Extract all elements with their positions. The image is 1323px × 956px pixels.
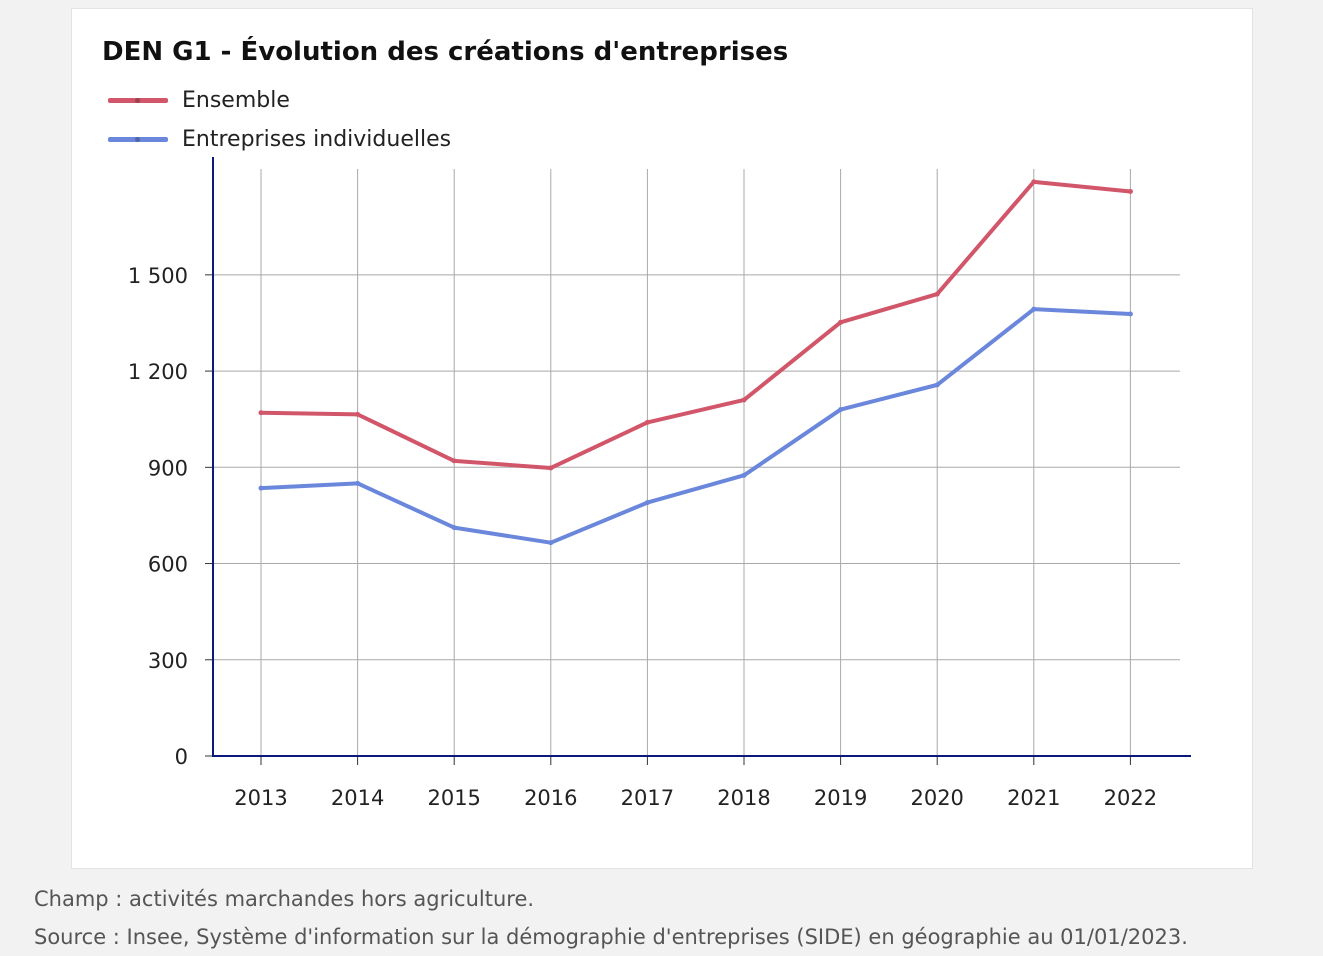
legend-item-ensemble[interactable]: Ensemble — [108, 81, 451, 120]
data-point-entreprises-individuelles-2022[interactable] — [1127, 311, 1133, 317]
x-tick-label-2016: 2016 — [524, 786, 577, 810]
x-tick-label-2018: 2018 — [717, 786, 770, 810]
chart-notes: Champ : activités marchandes hors agricu… — [34, 880, 1188, 956]
data-point-ensemble-2020[interactable] — [934, 291, 940, 297]
chart-title: DEN G1 - Évolution des créations d'entre… — [102, 37, 789, 67]
data-point-entreprises-individuelles-2018[interactable] — [741, 472, 747, 478]
data-point-ensemble-2017[interactable] — [644, 419, 650, 425]
data-point-ensemble-2013[interactable] — [258, 410, 264, 416]
x-tick-label-2013: 2013 — [234, 786, 287, 810]
y-tick-label-1500: 1 500 — [128, 264, 188, 288]
data-point-entreprises-individuelles-2017[interactable] — [644, 500, 650, 506]
source-note: Source : Insee, Système d'information su… — [34, 925, 1188, 949]
y-tick-label-300: 300 — [148, 649, 188, 673]
data-point-entreprises-individuelles-2014[interactable] — [355, 480, 361, 486]
legend: Ensemble Entreprises individuelles — [108, 81, 451, 159]
data-point-ensemble-2015[interactable] — [451, 458, 457, 464]
y-tick-label-0: 0 — [175, 745, 188, 769]
legend-label-entreprises-individuelles: Entreprises individuelles — [182, 127, 452, 152]
x-tick-label-2017: 2017 — [621, 786, 674, 810]
x-tick-label-2015: 2015 — [427, 786, 480, 810]
data-point-entreprises-individuelles-2016[interactable] — [548, 540, 554, 546]
legend-label-ensemble: Ensemble — [182, 88, 290, 113]
data-point-entreprises-individuelles-2021[interactable] — [1031, 306, 1037, 312]
data-point-ensemble-2021[interactable] — [1031, 179, 1037, 185]
axes — [205, 157, 1191, 765]
x-tick-label-2019: 2019 — [814, 786, 867, 810]
data-point-ensemble-2016[interactable] — [548, 465, 554, 471]
data-point-entreprises-individuelles-2013[interactable] — [258, 485, 264, 491]
y-tick-label-1200: 1 200 — [128, 360, 188, 384]
x-tick-label-2022: 2022 — [1104, 786, 1157, 810]
data-point-ensemble-2022[interactable] — [1127, 188, 1133, 194]
x-tick-label-2020: 2020 — [910, 786, 963, 810]
grid — [213, 169, 1180, 756]
y-tick-label-900: 900 — [148, 456, 188, 480]
data-point-entreprises-individuelles-2020[interactable] — [934, 382, 940, 388]
y-axis-labels: 0 300 600 900 1 200 1 500 — [128, 264, 188, 769]
scope-note: Champ : activités marchandes hors agricu… — [34, 887, 535, 911]
x-tick-label-2021: 2021 — [1007, 786, 1060, 810]
y-tick-label-600: 600 — [148, 553, 188, 577]
legend-swatch-ensemble — [108, 98, 168, 103]
legend-swatch-entreprises-individuelles — [108, 137, 168, 142]
data-point-ensemble-2014[interactable] — [355, 411, 361, 417]
chart-card: DEN G1 - Évolution des créations d'entre… — [71, 8, 1253, 869]
series-line-entreprises-individuelles[interactable] — [259, 307, 1133, 545]
data-point-entreprises-individuelles-2015[interactable] — [451, 525, 457, 531]
legend-item-entreprises-individuelles[interactable]: Entreprises individuelles — [108, 120, 451, 159]
x-axis-labels: 2013 2014 2015 2016 2017 2018 2019 2020 2021 2022 — [234, 786, 1157, 810]
data-point-entreprises-individuelles-2019[interactable] — [838, 407, 844, 413]
data-point-ensemble-2019[interactable] — [838, 319, 844, 325]
x-tick-label-2014: 2014 — [331, 786, 384, 810]
series-lines — [258, 179, 1133, 546]
series-line-ensemble[interactable] — [259, 179, 1133, 470]
data-point-ensemble-2018[interactable] — [741, 397, 747, 403]
